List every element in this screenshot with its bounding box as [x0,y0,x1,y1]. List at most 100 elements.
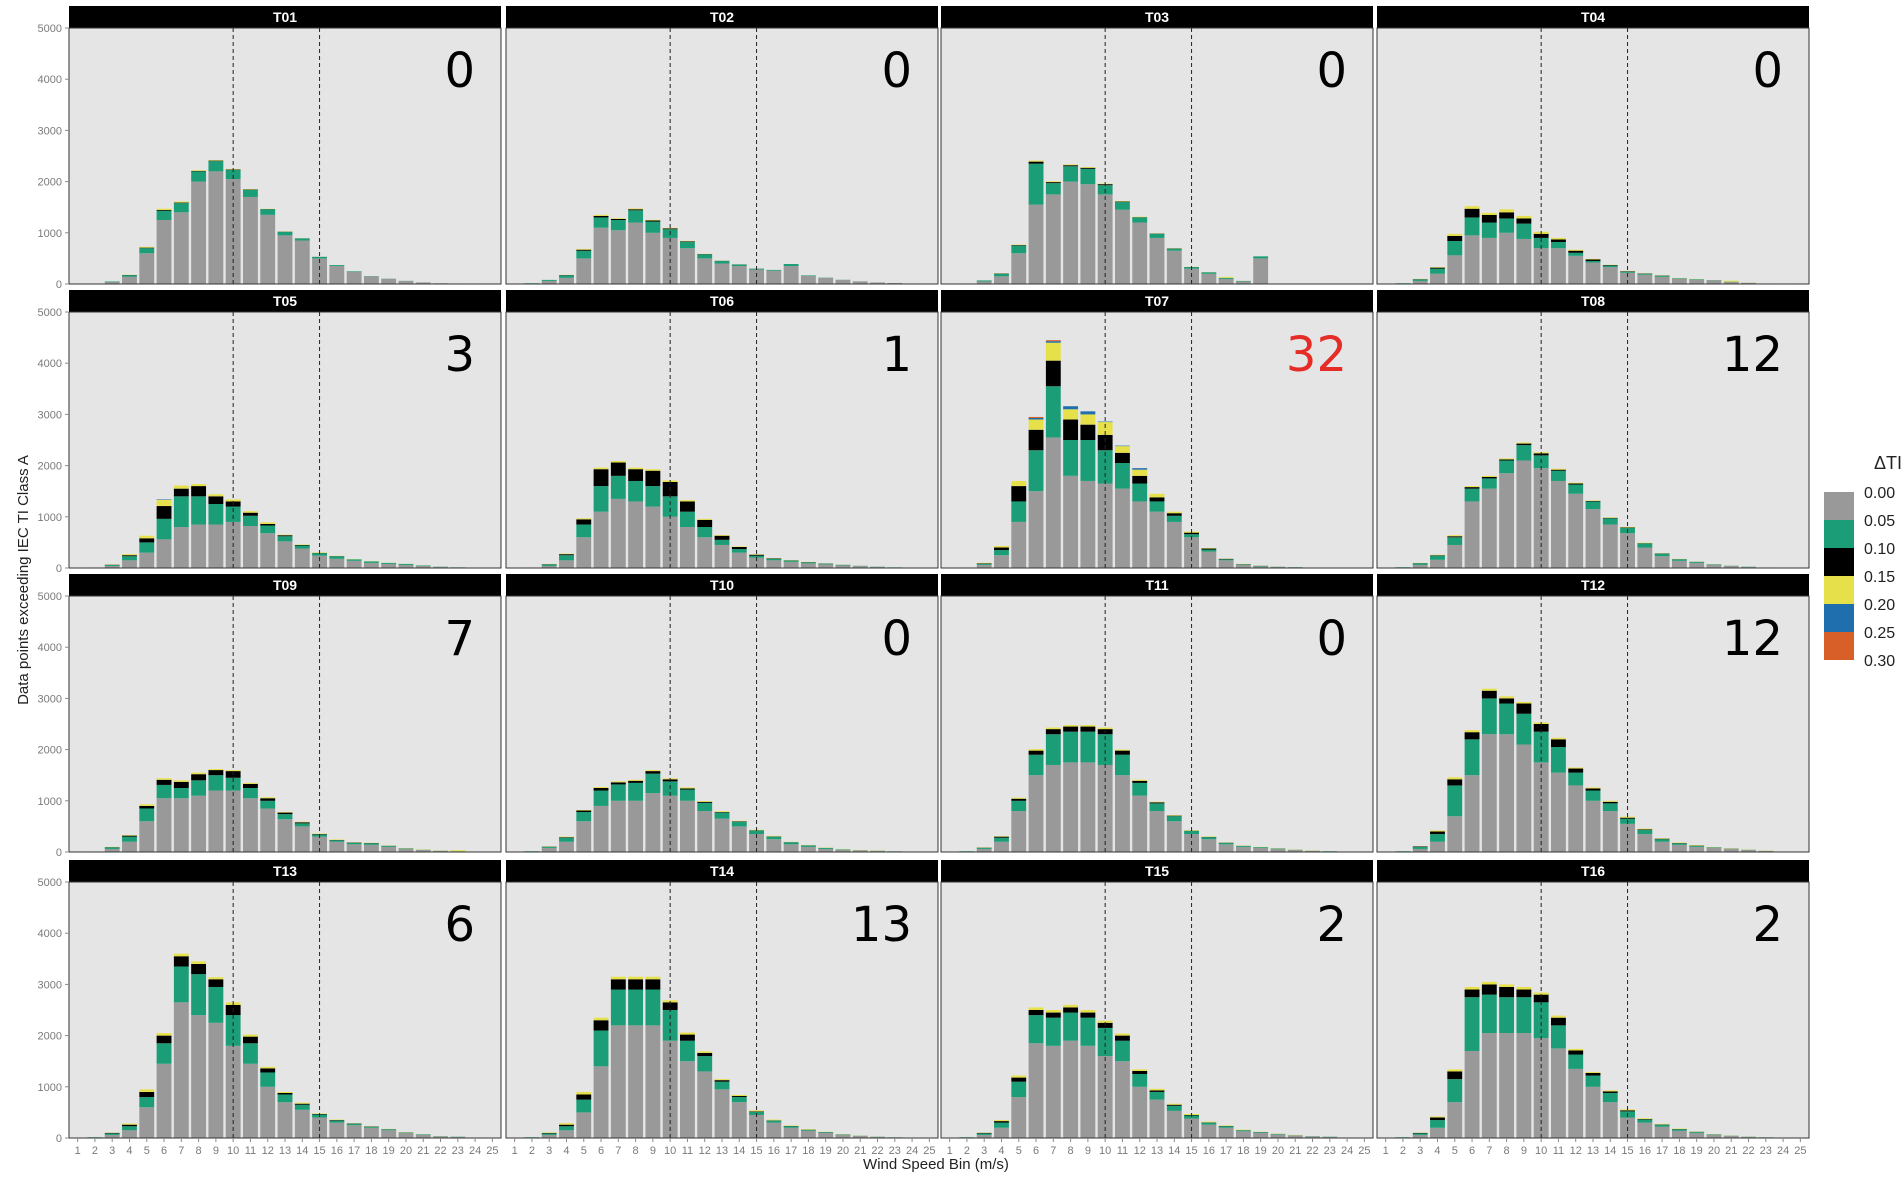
bar-segment [1447,240,1463,256]
bar-segment [1412,280,1428,284]
panel-title: T15 [1145,863,1169,879]
panel-border [68,27,502,285]
x-tick-label: 10 [1099,1145,1111,1157]
bar-segment [1551,480,1566,568]
bar-segment [1430,1120,1445,1128]
x-tick-label: 18 [1237,1145,1249,1157]
bar-segment [1447,535,1463,537]
bar-segment [1166,821,1182,852]
bar-segment [1585,1072,1601,1076]
bar-segment [1481,478,1497,489]
bar-segment [1063,726,1079,732]
bar-segment [1464,986,1480,990]
bar-segment [173,1002,189,1138]
x-tick-label: 15 [313,1145,325,1157]
x-tick-label: 1 [75,1145,81,1157]
bar-segment [329,839,345,840]
bar-segment [1499,984,1515,987]
bar-segment [645,989,661,1026]
bar-segment [1115,750,1130,755]
bar-segment [645,486,661,507]
bar-segment [1011,253,1027,284]
bar-segment [191,961,207,964]
x-tick-label: 7 [178,1145,184,1157]
bar-segment [576,518,592,520]
bar-segment [1637,829,1653,830]
bar-segment [1045,1010,1061,1013]
bar-segment [277,1091,293,1093]
bar-segment [628,480,644,502]
bar-segment [277,231,293,236]
bar-segment [1551,747,1566,773]
legend-label: 0.30 [1864,653,1895,670]
x-tick-label: 20 [1272,1145,1284,1157]
bar-segment [156,1035,172,1044]
bar-segment [1028,450,1044,492]
x-tick-label: 9 [650,1145,656,1157]
bar-segment [541,565,557,568]
bar-segment [1149,1088,1165,1091]
bar-segment [1499,473,1515,568]
bar-segment [277,814,293,820]
panel-border [940,27,1374,285]
bar-segment [1011,486,1027,502]
bar-segment [1063,1040,1079,1138]
bar-segment [1723,281,1739,284]
bar-segment [243,526,258,568]
bar-segment [835,1134,851,1135]
bar-segment [1637,274,1653,284]
bar-segment [415,565,431,568]
bar-segment [1028,750,1044,755]
bar-segment [541,564,557,566]
bar-segment [1028,204,1044,284]
bar-segment [363,276,379,284]
bar-segment [1447,235,1463,241]
bar-segment [156,210,172,211]
bar-segment [1568,255,1584,284]
bar-segment [156,1063,172,1138]
x-tick-label: 17 [1656,1145,1668,1157]
bar-segment [1115,446,1130,453]
panel-t03: T03 0 [940,6,1374,285]
panel-title: T04 [1581,9,1605,25]
panel-title: T03 [1145,9,1169,25]
bar-segment [559,1130,574,1138]
exceedance-count: 13 [851,897,912,953]
bar-segment [1568,252,1584,256]
bar-segment [312,833,327,835]
panel-strip [941,290,1373,312]
bar-segment [1654,553,1670,557]
bar-segment [714,263,730,284]
bar-segment [208,160,224,161]
bar-segment [208,504,224,525]
bar-segment [173,488,189,497]
bar-segment [1671,278,1687,284]
bar-segment [1481,688,1497,691]
bar-segment [1447,816,1463,852]
panel-background [506,28,938,284]
bar-segment [1585,788,1601,791]
bar-segment [1184,831,1199,835]
bar-segment [1270,1133,1286,1135]
bar-segment [1464,997,1480,1051]
bar-segment [1551,739,1566,748]
bar-segment [1585,790,1601,801]
bar-segment [1097,422,1113,435]
panel-border [1376,27,1810,285]
bar-segment [1080,167,1096,169]
bar-segment [1499,209,1515,213]
x-tick-label: 12 [699,1145,711,1157]
bar-segment [1447,544,1463,568]
bar-segment [1464,486,1480,488]
bar-segment [156,220,172,284]
x-tick-label: 2 [92,1145,98,1157]
bar-segment [783,560,799,562]
x-tick-label: 15 [1185,1145,1197,1157]
x-tick-label: 3 [981,1145,987,1157]
bar-segment [191,484,207,487]
bar-segment [243,783,258,788]
bar-segment [1602,267,1618,284]
x-tick-label: 25 [923,1145,935,1157]
panel-t04: T04 0 [1376,6,1810,285]
x-tick-label: 20 [400,1145,412,1157]
